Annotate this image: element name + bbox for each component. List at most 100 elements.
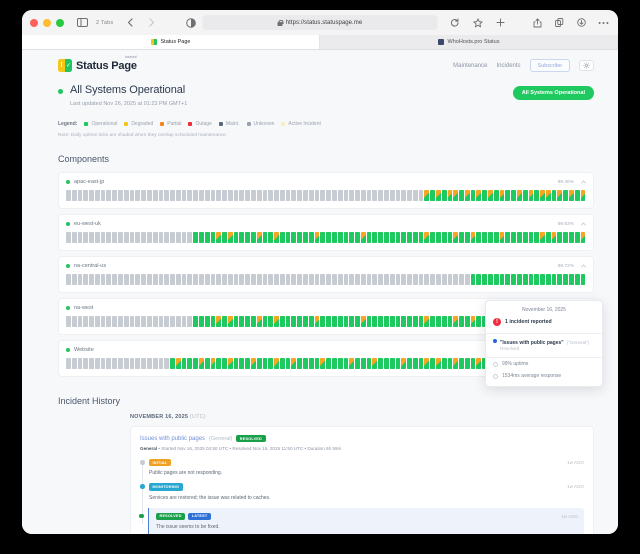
uptime-tick[interactable]	[83, 190, 89, 201]
uptime-tick[interactable]	[251, 274, 256, 285]
uptime-tick[interactable]	[401, 232, 407, 243]
uptime-tick[interactable]	[418, 190, 424, 201]
uptime-tick[interactable]	[366, 358, 372, 369]
uptime-tick[interactable]	[378, 316, 383, 327]
uptime-tick[interactable]	[251, 358, 256, 369]
uptime-tick[interactable]	[488, 190, 493, 201]
uptime-tick[interactable]	[303, 190, 308, 201]
uptime-tick[interactable]	[383, 316, 389, 327]
uptime-tick[interactable]	[424, 358, 430, 369]
uptime-tick[interactable]	[470, 190, 476, 201]
uptime-tick[interactable]	[164, 232, 170, 243]
uptime-tick[interactable]	[418, 358, 424, 369]
uptime-tick[interactable]	[424, 190, 430, 201]
uptime-tick[interactable]	[401, 316, 407, 327]
uptime-tick[interactable]	[198, 232, 204, 243]
uptime-tick[interactable]	[181, 358, 187, 369]
uptime-tick[interactable]	[355, 358, 360, 369]
uptime-tick[interactable]	[118, 232, 123, 243]
uptime-tick[interactable]	[170, 232, 175, 243]
uptime-tick[interactable]	[106, 316, 112, 327]
uptime-tick[interactable]	[164, 274, 170, 285]
tab-status-page[interactable]: Status Page	[22, 35, 320, 49]
uptime-tick[interactable]	[355, 232, 360, 243]
uptime-tick[interactable]	[343, 190, 349, 201]
uptime-tick[interactable]	[470, 316, 476, 327]
uptime-tick[interactable]	[407, 316, 412, 327]
uptime-tick[interactable]	[470, 232, 476, 243]
uptime-tick[interactable]	[447, 190, 453, 201]
uptime-tick[interactable]	[274, 190, 279, 201]
uptime-tick[interactable]	[563, 232, 568, 243]
uptime-tick[interactable]	[233, 274, 239, 285]
uptime-tick[interactable]	[453, 190, 459, 201]
uptime-tick[interactable]	[430, 358, 435, 369]
uptime-tick[interactable]	[522, 232, 528, 243]
uptime-tick[interactable]	[216, 232, 222, 243]
uptime-tick[interactable]	[239, 274, 245, 285]
uptime-tick[interactable]	[540, 274, 545, 285]
uptime-tick[interactable]	[355, 190, 360, 201]
uptime-tick[interactable]	[349, 358, 355, 369]
uptime-tick[interactable]	[337, 358, 343, 369]
uptime-tick[interactable]	[499, 232, 505, 243]
uptime-tick[interactable]	[545, 274, 551, 285]
uptime-tick[interactable]	[482, 190, 488, 201]
uptime-tick[interactable]	[389, 232, 395, 243]
uptime-tick[interactable]	[505, 232, 511, 243]
uptime-tick[interactable]	[291, 274, 297, 285]
uptime-tick[interactable]	[441, 316, 447, 327]
uptime-tick[interactable]	[482, 274, 488, 285]
uptime-tick[interactable]	[528, 274, 534, 285]
uptime-tick[interactable]	[297, 316, 303, 327]
uptime-tick[interactable]	[470, 358, 476, 369]
uptime-tick[interactable]	[331, 274, 337, 285]
uptime-tick[interactable]	[407, 232, 412, 243]
uptime-tick[interactable]	[459, 358, 464, 369]
uptime-tick[interactable]	[395, 190, 401, 201]
uptime-tick[interactable]	[193, 358, 198, 369]
uptime-tick[interactable]	[574, 274, 580, 285]
uptime-tick[interactable]	[528, 232, 534, 243]
uptime-tick[interactable]	[175, 274, 181, 285]
uptime-tick[interactable]	[89, 274, 94, 285]
uptime-tick[interactable]	[297, 190, 303, 201]
uptime-tick[interactable]	[349, 274, 355, 285]
uptime-tick[interactable]	[378, 232, 383, 243]
uptime-tick[interactable]	[459, 316, 464, 327]
uptime-tick[interactable]	[441, 358, 447, 369]
uptime-tick[interactable]	[279, 274, 285, 285]
uptime-tick[interactable]	[303, 274, 308, 285]
uptime-tick[interactable]	[482, 316, 488, 327]
uptime-tick[interactable]	[545, 190, 551, 201]
uptime-tick[interactable]	[187, 190, 193, 201]
uptime-tick[interactable]	[77, 358, 83, 369]
uptime-tick[interactable]	[262, 274, 268, 285]
uptime-tick[interactable]	[326, 358, 331, 369]
uptime-tick[interactable]	[66, 232, 71, 243]
minimize-window-button[interactable]	[43, 18, 51, 27]
uptime-tick[interactable]	[118, 316, 123, 327]
uptime-tick[interactable]	[366, 274, 372, 285]
uptime-tick[interactable]	[551, 232, 557, 243]
uptime-tick[interactable]	[430, 316, 435, 327]
site-logo[interactable]: ! ✓ Status Page hosted	[58, 55, 137, 72]
uptime-tick[interactable]	[355, 316, 360, 327]
uptime-tick[interactable]	[77, 190, 83, 201]
uptime-tick[interactable]	[383, 274, 389, 285]
uptime-tick[interactable]	[251, 316, 256, 327]
uptime-tick[interactable]	[83, 316, 89, 327]
uptime-tick[interactable]	[227, 316, 233, 327]
uptime-tick[interactable]	[459, 232, 464, 243]
new-tab-plus-icon[interactable]	[494, 16, 507, 29]
uptime-tick[interactable]	[297, 274, 303, 285]
uptime-tick[interactable]	[135, 232, 141, 243]
uptime-tick[interactable]	[395, 232, 401, 243]
uptime-tick[interactable]	[112, 358, 118, 369]
uptime-tick[interactable]	[193, 232, 198, 243]
uptime-tick[interactable]	[187, 316, 193, 327]
uptime-tick[interactable]	[158, 316, 164, 327]
uptime-tick[interactable]	[279, 190, 285, 201]
uptime-tick[interactable]	[580, 274, 586, 285]
nav-maintenance[interactable]: Maintenance	[453, 62, 488, 69]
